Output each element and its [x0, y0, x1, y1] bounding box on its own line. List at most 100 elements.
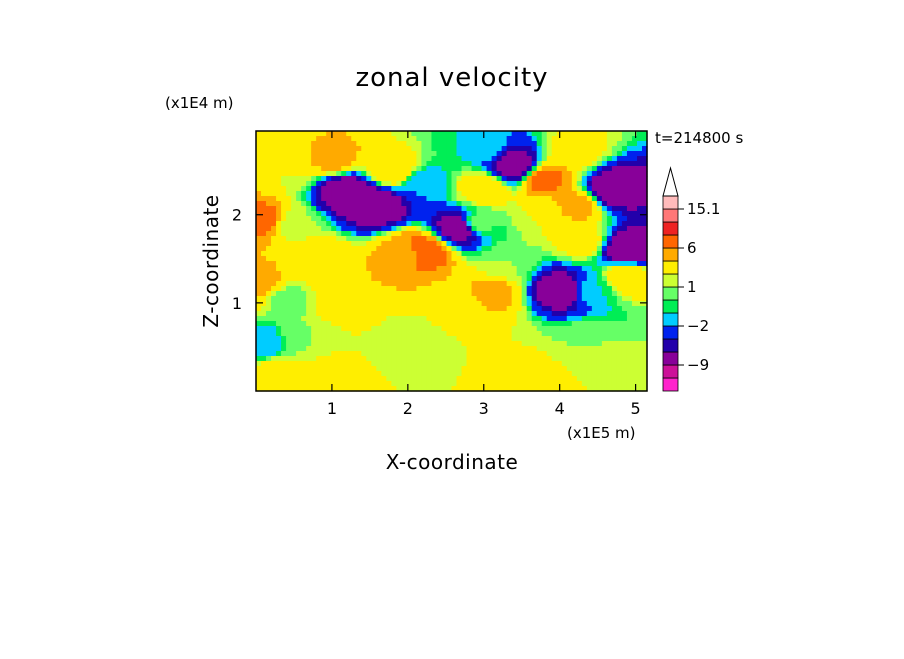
heatmap-cell: [351, 201, 357, 207]
heatmap-cell: [576, 336, 583, 342]
heatmap-cell: [611, 131, 618, 137]
heatmap-cell: [341, 386, 347, 392]
heatmap-cell: [456, 286, 463, 292]
heatmap-cell: [396, 286, 402, 292]
heatmap-cell: [261, 171, 267, 177]
heatmap-cell: [361, 381, 367, 387]
heatmap-cell: [476, 296, 483, 302]
heatmap-cell: [631, 371, 638, 377]
heatmap-cell: [456, 136, 463, 142]
heatmap-cell: [421, 251, 428, 257]
heatmap-cell: [471, 306, 478, 312]
heatmap-cell: [516, 366, 523, 372]
heatmap-cell: [541, 231, 548, 237]
heatmap-cell: [361, 231, 367, 237]
heatmap-cell: [511, 231, 518, 237]
heatmap-cell: [426, 281, 433, 287]
heatmap-cell: [296, 141, 302, 147]
heatmap-cell: [296, 281, 302, 287]
heatmap-cell: [556, 226, 563, 232]
heatmap-cell: [551, 361, 558, 367]
heatmap-cell: [296, 211, 302, 217]
heatmap-cell: [371, 251, 377, 257]
heatmap-cell: [626, 356, 633, 362]
heatmap-cell: [336, 171, 342, 177]
heatmap-cell: [426, 246, 433, 252]
heatmap-cell: [321, 351, 327, 357]
heatmap-cell: [636, 356, 643, 362]
heatmap-cell: [356, 136, 362, 142]
heatmap-cell: [546, 201, 553, 207]
heatmap-cell: [381, 166, 387, 172]
heatmap-cell: [626, 381, 633, 387]
heatmap-cell: [576, 186, 583, 192]
heatmap-cell: [286, 266, 292, 272]
heatmap-cell: [546, 266, 553, 272]
heatmap-cell: [341, 271, 347, 277]
heatmap-cell: [431, 281, 438, 287]
heatmap-cell: [381, 346, 387, 352]
heatmap-cell: [456, 216, 463, 222]
heatmap-cell: [321, 221, 327, 227]
heatmap-cell: [556, 306, 563, 312]
heatmap-cell: [491, 251, 498, 257]
heatmap-cell: [321, 151, 327, 157]
heatmap-cell: [301, 301, 307, 307]
heatmap-cell: [486, 356, 493, 362]
heatmap-cell: [286, 196, 292, 202]
heatmap-cell: [391, 356, 397, 362]
heatmap-cell: [366, 141, 372, 147]
heatmap-cell: [501, 381, 508, 387]
heatmap-cell: [521, 361, 528, 367]
heatmap-cell: [461, 286, 468, 292]
heatmap-cell: [476, 196, 483, 202]
heatmap-cell: [456, 386, 463, 392]
heatmap-cell: [476, 201, 483, 207]
heatmap-cell: [381, 206, 387, 212]
heatmap-cell: [381, 356, 387, 362]
heatmap-cell: [446, 171, 453, 177]
heatmap-cell: [616, 216, 623, 222]
heatmap-cell: [321, 321, 327, 327]
heatmap-cell: [416, 166, 423, 172]
heatmap-cell: [261, 346, 267, 352]
heatmap-cell: [601, 141, 608, 147]
heatmap-cell: [586, 296, 593, 302]
heatmap-cell: [336, 151, 342, 157]
heatmap-cell: [396, 381, 402, 387]
heatmap-cell: [351, 341, 357, 347]
heatmap-cell: [351, 356, 357, 362]
heatmap-cell: [511, 181, 518, 187]
heatmap-cell: [361, 226, 367, 232]
heatmap-cell: [466, 301, 473, 307]
heatmap-cell: [366, 286, 372, 292]
heatmap-cell: [376, 151, 382, 157]
heatmap-cell: [496, 331, 503, 337]
heatmap-cell: [461, 316, 468, 322]
heatmap-cell: [621, 336, 628, 342]
heatmap-cell: [566, 201, 573, 207]
heatmap-cell: [311, 271, 317, 277]
heatmap-cell: [621, 316, 628, 322]
heatmap-cell: [586, 356, 593, 362]
heatmap-cell: [431, 166, 438, 172]
heatmap-cell: [556, 316, 563, 322]
heatmap-cell: [331, 291, 337, 297]
heatmap-cell: [331, 266, 337, 272]
heatmap-cell: [616, 376, 623, 382]
heatmap-cell: [501, 376, 508, 382]
heatmap-cell: [581, 141, 588, 147]
heatmap-cell: [451, 166, 458, 172]
heatmap-cell: [436, 301, 443, 307]
heatmap-cell: [601, 226, 608, 232]
heatmap-cell: [456, 176, 463, 182]
heatmap-cell: [481, 341, 488, 347]
heatmap-cell: [301, 181, 307, 187]
heatmap-cell: [546, 261, 553, 267]
heatmap-cell: [611, 361, 618, 367]
heatmap-cell: [461, 326, 468, 332]
heatmap-cell: [466, 166, 473, 172]
heatmap-cell: [341, 301, 347, 307]
heatmap-cell: [531, 351, 538, 357]
heatmap-cell: [456, 246, 463, 252]
